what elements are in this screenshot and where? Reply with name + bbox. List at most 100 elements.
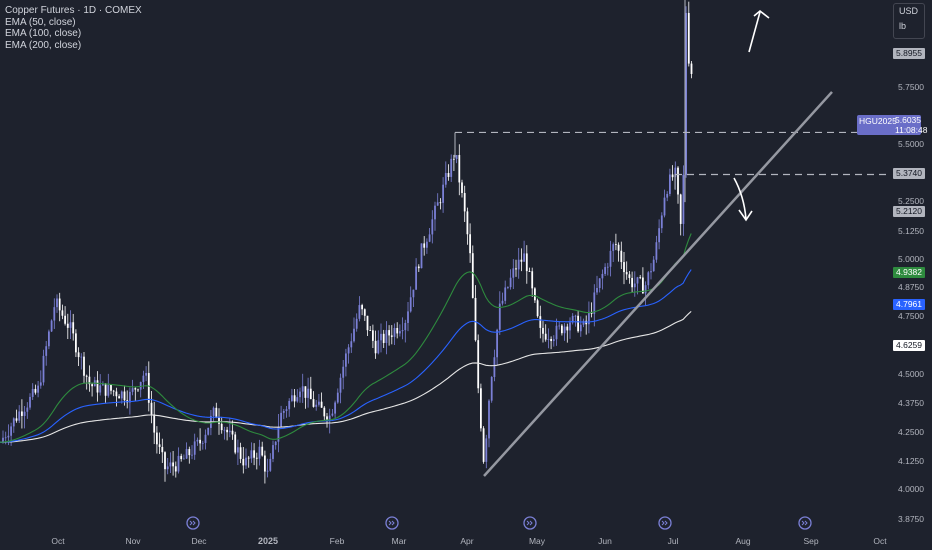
candle xyxy=(204,429,207,450)
candle xyxy=(315,399,318,411)
candle xyxy=(69,310,72,340)
currency-label[interactable]: USD xyxy=(899,6,919,16)
candle xyxy=(593,284,596,327)
event-marker-icon[interactable] xyxy=(798,516,812,530)
candle xyxy=(115,387,118,407)
candle xyxy=(361,303,363,316)
candle xyxy=(644,281,647,306)
candle xyxy=(228,418,231,438)
event-marker-icon[interactable] xyxy=(658,516,672,530)
candle xyxy=(42,349,45,386)
y-tick-label: 4.1250 xyxy=(898,456,924,466)
candle xyxy=(50,319,53,333)
candle xyxy=(304,386,307,409)
ticker-symbol: HGU2025 xyxy=(859,116,897,126)
candle xyxy=(588,301,590,334)
x-tick-label: Jul xyxy=(668,536,679,546)
candle xyxy=(285,406,288,418)
candle xyxy=(88,365,91,392)
candle xyxy=(139,381,142,398)
candle xyxy=(358,296,361,322)
candle xyxy=(544,324,547,342)
candle xyxy=(380,323,382,353)
candle xyxy=(393,323,396,346)
currency-unit-selector[interactable]: USD lb xyxy=(893,3,925,39)
legend-ema100[interactable]: EMA (100, close) xyxy=(5,28,82,39)
candle xyxy=(539,305,542,339)
candle xyxy=(185,442,188,460)
candle xyxy=(431,210,434,244)
candle xyxy=(531,267,534,297)
candle xyxy=(312,391,315,408)
candle xyxy=(12,417,15,433)
ema50-line xyxy=(0,233,692,443)
candle xyxy=(99,374,102,396)
y-tick-label: 4.2500 xyxy=(898,427,924,437)
candle xyxy=(615,233,617,251)
candle xyxy=(507,286,509,290)
candle xyxy=(461,179,463,198)
candle xyxy=(242,446,245,474)
candle xyxy=(26,402,29,419)
candle xyxy=(642,267,644,294)
unit-label[interactable]: lb xyxy=(899,21,907,31)
candle xyxy=(579,316,582,337)
candle xyxy=(504,280,507,305)
candle xyxy=(280,405,282,428)
legend-ema200[interactable]: EMA (200, close) xyxy=(5,39,82,51)
candle xyxy=(223,426,226,440)
candle xyxy=(291,388,293,403)
candle xyxy=(107,373,110,398)
event-marker-icon[interactable] xyxy=(523,516,537,530)
candle xyxy=(234,431,237,455)
candle xyxy=(282,408,285,420)
x-tick-label: Nov xyxy=(125,536,141,546)
ema200-line xyxy=(0,310,692,443)
candle xyxy=(104,383,107,403)
candle xyxy=(83,352,85,384)
candle xyxy=(196,437,199,446)
y-tick-label: 4.5000 xyxy=(898,369,924,379)
candle xyxy=(174,461,177,478)
candle xyxy=(118,394,120,399)
x-tick-label: Dec xyxy=(191,536,207,546)
candle xyxy=(517,247,520,279)
candle xyxy=(150,391,153,424)
candle xyxy=(631,271,633,293)
candle xyxy=(420,243,423,269)
candle xyxy=(226,426,228,441)
candle xyxy=(363,308,366,321)
candle xyxy=(193,433,196,460)
legend-ema50[interactable]: EMA (50, close) xyxy=(5,16,76,28)
candle xyxy=(39,370,42,389)
price-label-5-8955: 5.8955 xyxy=(893,48,925,59)
candle xyxy=(404,319,407,343)
candle xyxy=(253,443,255,466)
candle xyxy=(590,302,593,318)
candle xyxy=(501,292,504,306)
bar-countdown: 11:08:48 xyxy=(895,125,928,135)
x-tick-label: Oct xyxy=(873,536,887,546)
candle xyxy=(434,201,436,231)
event-marker-icon[interactable] xyxy=(385,516,399,530)
candle xyxy=(199,428,201,451)
candle xyxy=(480,383,482,432)
candle xyxy=(609,240,612,277)
candle xyxy=(188,446,191,464)
candle xyxy=(320,392,323,408)
candle xyxy=(612,242,615,263)
candle xyxy=(261,441,264,457)
candle xyxy=(417,264,420,272)
candle xyxy=(388,325,390,346)
candle xyxy=(215,402,218,419)
candle xyxy=(23,405,26,429)
candle xyxy=(334,400,336,418)
event-marker-icon[interactable] xyxy=(186,516,200,530)
candle xyxy=(77,347,80,366)
candle xyxy=(585,315,588,335)
candle xyxy=(685,6,687,178)
candle xyxy=(166,457,169,475)
candle xyxy=(563,323,566,341)
candle xyxy=(277,414,280,453)
